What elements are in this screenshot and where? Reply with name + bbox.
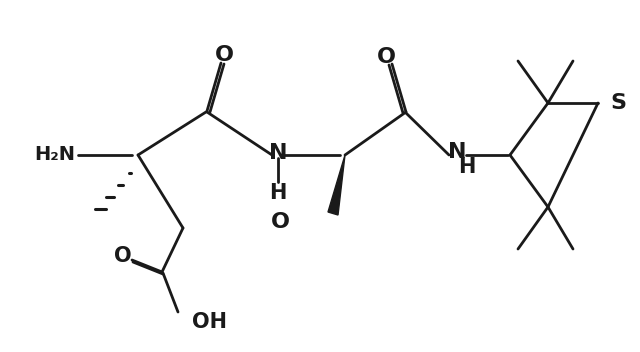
Text: H₂N: H₂N	[35, 145, 76, 164]
Text: H: H	[458, 157, 476, 177]
Text: O: O	[376, 47, 396, 67]
Text: N: N	[269, 143, 287, 163]
Text: O: O	[271, 212, 289, 232]
Text: O: O	[114, 246, 132, 266]
Text: O: O	[214, 45, 234, 65]
Polygon shape	[328, 155, 345, 215]
Text: H: H	[269, 183, 287, 203]
Text: S: S	[610, 93, 626, 113]
Text: N: N	[448, 142, 467, 162]
Text: OH: OH	[192, 312, 227, 332]
